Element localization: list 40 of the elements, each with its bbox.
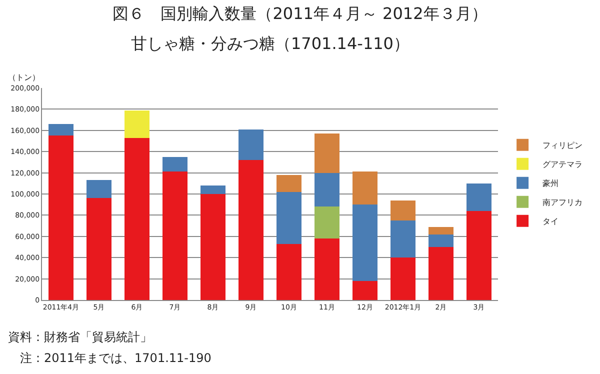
bar [276,174,302,192]
bar [276,244,302,300]
bar [390,220,416,258]
bar [314,172,340,207]
bar [48,136,74,300]
chart-subtitle: 甘しゃ糖・分みつ糖（1701.14-110） [131,34,410,53]
bar [124,110,150,138]
chart-title: 図６ 国別輸入数量（2011年４月～ 2012年３月） [112,4,488,24]
y-axis-title: （トン） [8,73,40,82]
bar [200,186,226,194]
text: 資料：財務省「貿易統計」 [8,330,152,344]
bar [238,129,264,160]
legend-label: フィリピン [542,141,583,150]
bar [390,200,416,220]
legend-label: 豪州 [542,179,559,188]
bar [314,134,340,173]
bar [428,247,454,300]
bar [352,172,378,205]
legend-label: タイ [542,217,559,226]
bar [428,234,454,247]
bar [314,206,340,239]
bar [238,160,264,300]
bar [466,210,492,300]
legend-label: グアテマラ [542,160,583,170]
bar [162,172,188,300]
bar [124,138,150,300]
bar [390,258,416,300]
bar [162,156,188,172]
bar [48,124,74,136]
legend-label: 南アフリカ [542,198,583,208]
bar [86,180,112,198]
bar [466,183,492,211]
bar [86,198,112,300]
text: 注：2011年までは、1701.11-190 [8,351,212,365]
bar [352,204,378,281]
bar [352,280,378,300]
bar [276,192,302,244]
bar [314,238,340,300]
bar [200,194,226,300]
bar [428,226,454,234]
